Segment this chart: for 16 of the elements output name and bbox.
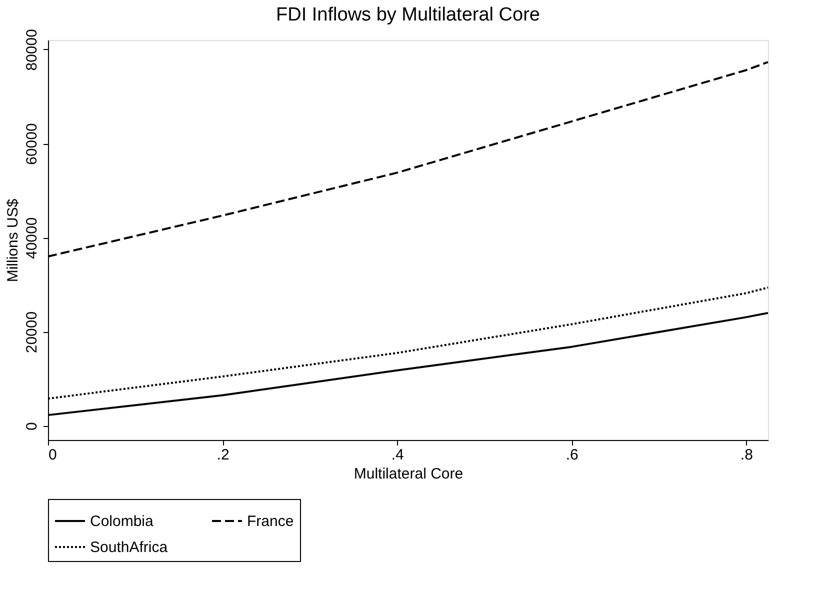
y-tick-label: 0	[24, 422, 40, 431]
y-axis-title: Millions US$	[4, 198, 22, 282]
x-tick-label: .6	[566, 446, 578, 464]
y-tick-label: 80000	[24, 29, 40, 71]
x-axis-title: Multilateral Core	[354, 466, 464, 482]
y-tick-label: 60000	[24, 123, 40, 165]
legend-label: Colombia	[90, 513, 154, 530]
x-tick-label: .8	[740, 446, 753, 464]
legend-label: France	[247, 513, 294, 530]
x-tick-label: 0	[48, 446, 57, 464]
y-tick-label: 20000	[24, 311, 40, 354]
x-tick-label: .2	[216, 446, 230, 464]
y-tick-label: 40000	[24, 217, 40, 260]
chart-title: FDI Inflows by Multilateral Core	[276, 4, 540, 26]
legend-label: SouthAfrica	[90, 539, 168, 556]
x-tick-label: .4	[391, 446, 404, 464]
